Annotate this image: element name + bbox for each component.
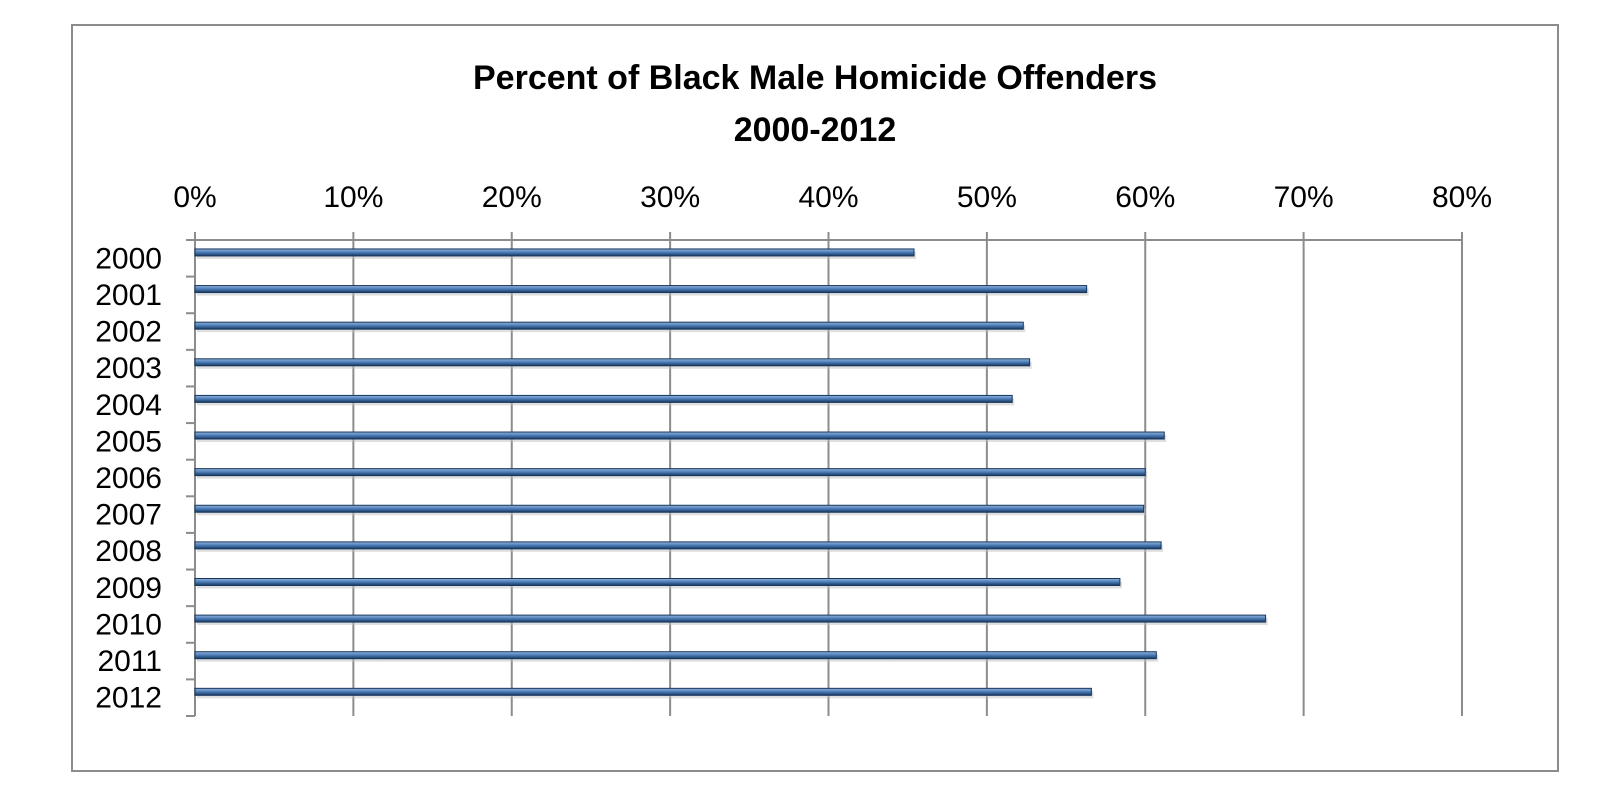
bar-2012 xyxy=(194,687,1092,696)
tick-labels: 0% 10% 20% 30% 40% 50% 60% 70% 80%20002001200220… xyxy=(95,181,1492,715)
chart-title: Percent of Black Male Homicide Offenders… xyxy=(71,52,1559,156)
bar-2004 xyxy=(194,394,1013,403)
bar-2005 xyxy=(194,431,1165,440)
chart-title-line-2: 2000-2012 xyxy=(733,111,897,149)
y-tick-label: 2004 xyxy=(95,389,162,422)
bar-2008 xyxy=(194,541,1162,550)
bar-2010 xyxy=(194,614,1267,623)
y-tick-label: 2009 xyxy=(95,572,162,605)
y-tick-label: 2000 xyxy=(95,242,162,275)
chart-title-line-1: Percent of Black Male Homicide Offenders xyxy=(473,59,1157,97)
x-tick-label: 50% xyxy=(957,181,1017,214)
bars xyxy=(194,248,1268,699)
x-tick-label: 20% xyxy=(482,181,542,214)
y-tick-label: 2002 xyxy=(95,316,162,349)
bar-2009 xyxy=(194,577,1121,586)
x-tick-label: 40% xyxy=(798,181,858,214)
bar-2002 xyxy=(194,321,1024,330)
y-tick-label: 2001 xyxy=(95,279,162,312)
x-tick-label: 10% xyxy=(323,181,383,214)
x-tick-label: 70% xyxy=(1274,181,1334,214)
x-tick-label: 0% xyxy=(173,181,216,214)
bar-2003 xyxy=(194,358,1031,367)
bar-2006 xyxy=(194,468,1146,477)
y-tick-label: 2008 xyxy=(95,535,162,568)
y-tick-label: 2005 xyxy=(95,425,162,458)
x-tick-label: 30% xyxy=(640,181,700,214)
y-tick-label: 2006 xyxy=(95,462,162,495)
y-tick-label: 2012 xyxy=(95,682,162,715)
x-tick-label: 60% xyxy=(1115,181,1175,214)
x-tick-label: 80% xyxy=(1432,181,1492,214)
bar-2007 xyxy=(194,504,1145,513)
y-tick-label: 2003 xyxy=(95,352,162,385)
bar-2011 xyxy=(194,651,1157,660)
y-tick-label: 2007 xyxy=(95,499,162,532)
y-tick-label: 2010 xyxy=(95,608,162,641)
y-tick-label: 2011 xyxy=(97,645,162,678)
bar-2000 xyxy=(194,248,915,257)
bar-2001 xyxy=(194,285,1088,294)
